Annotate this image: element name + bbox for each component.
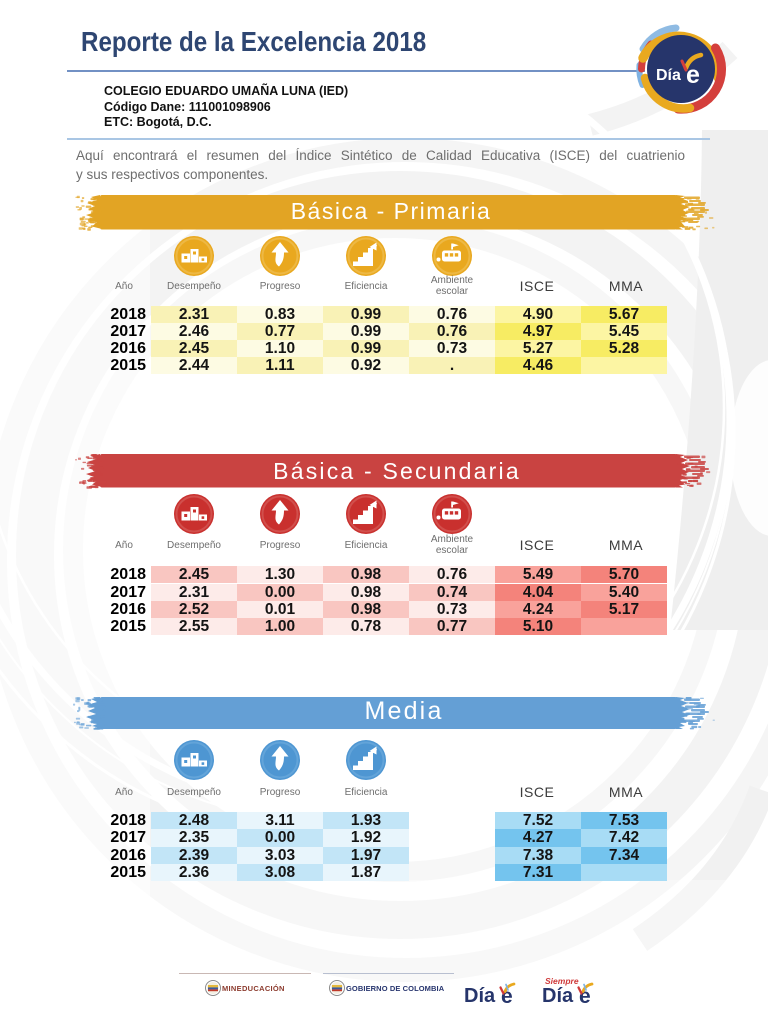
svg-text:Día: Día xyxy=(542,985,574,1007)
svg-text:e: e xyxy=(686,61,700,89)
svg-text:e: e xyxy=(579,985,591,1008)
svg-text:Día: Día xyxy=(656,67,681,84)
svg-text:e: e xyxy=(501,985,513,1008)
svg-text:Siempre: Siempre xyxy=(545,976,579,986)
svg-text:Día: Día xyxy=(464,985,496,1007)
